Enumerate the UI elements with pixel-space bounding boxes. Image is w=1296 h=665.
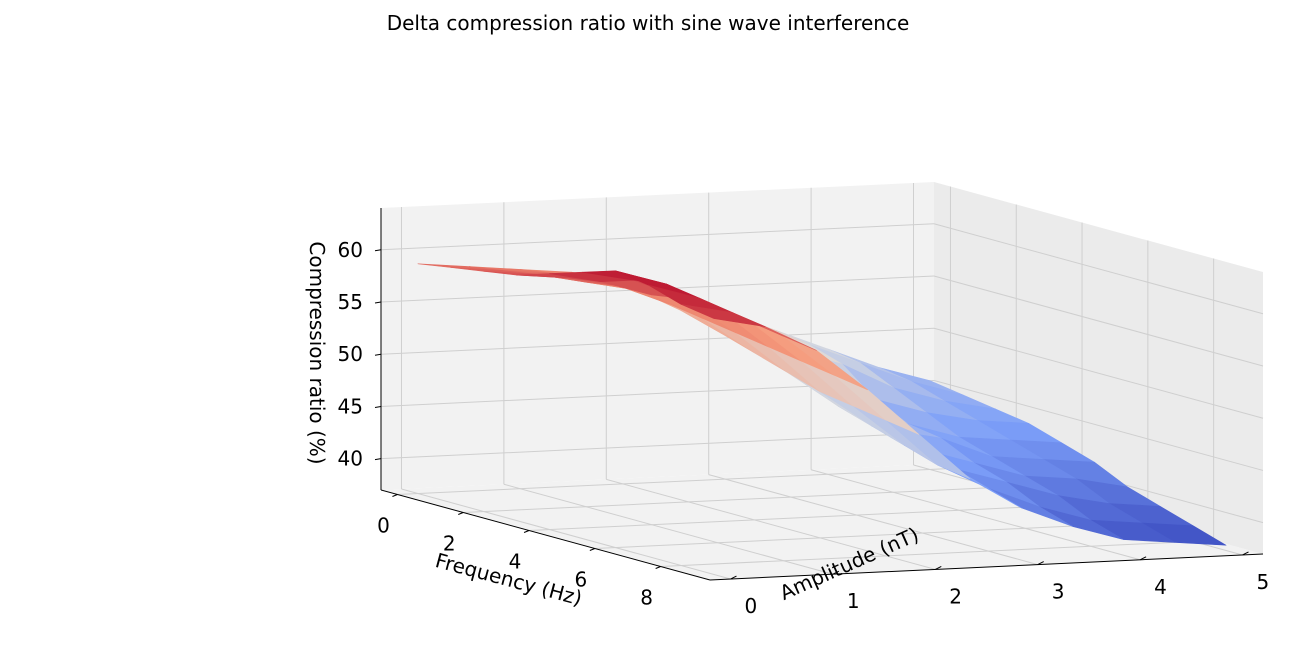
grid-line [503, 483, 834, 575]
z-tick-label: 50 [338, 342, 363, 366]
x-tick [458, 512, 464, 515]
axis-lines [380, 208, 1264, 581]
x-axis-line [380, 489, 711, 581]
x-tick-label: 8 [640, 586, 653, 610]
y-tick [730, 575, 737, 580]
surface-patch [680, 304, 766, 328]
surface-mesh [417, 263, 1227, 546]
grid-line [594, 522, 1148, 549]
x-tick-label: 4 [509, 550, 522, 574]
y-tick-label: 5 [1257, 570, 1270, 594]
y-tick [1242, 551, 1249, 556]
x-tick-label: 0 [377, 514, 390, 538]
grid-line [380, 327, 935, 355]
z-tick-label: 40 [338, 447, 363, 471]
y-tick-label: 0 [744, 594, 757, 618]
grid-line [380, 432, 935, 460]
x-tick [523, 530, 530, 533]
grid-line [401, 488, 731, 580]
y-tick-label: 4 [1154, 575, 1167, 599]
y-tick [935, 565, 942, 570]
chart-title: Delta compression ratio with sine wave i… [386, 11, 910, 35]
z-tick [374, 301, 382, 304]
grid-line [810, 469, 1141, 561]
y-tick [1037, 561, 1044, 566]
grid-line [380, 223, 935, 251]
y-tick [832, 570, 840, 575]
x-tick-label: 6 [574, 568, 587, 592]
grid-line [708, 474, 1038, 566]
x-tick [392, 494, 398, 497]
z-tick-label: 60 [338, 238, 363, 262]
y-tick-label: 1 [847, 589, 860, 613]
z-tick [374, 249, 382, 252]
z-tick-label: 55 [338, 290, 363, 314]
grid-line [660, 540, 1214, 567]
z-axis-label: Compression ratio (%) [305, 241, 329, 464]
grid-line [933, 327, 1264, 419]
y-tick-label: 3 [1052, 580, 1065, 604]
z-tick-label: 45 [338, 394, 363, 418]
grid-line [933, 223, 1264, 315]
z-tick [374, 458, 382, 461]
y-tick-label: 2 [949, 584, 962, 608]
x-tick-label: 2 [443, 532, 456, 556]
grid-line [606, 478, 936, 570]
x-tick [589, 548, 596, 551]
z-tick [374, 353, 382, 356]
floor-pane [381, 464, 1263, 580]
grid-line [933, 379, 1264, 471]
x-tick [655, 566, 661, 569]
y-tick [1139, 556, 1147, 561]
grid-line [529, 504, 1083, 531]
z-tick [374, 405, 382, 408]
y-axis-line [709, 553, 1264, 581]
left-wall-pane [381, 182, 934, 490]
grid-line [397, 468, 951, 495]
grid-line [933, 275, 1264, 367]
grid-line [463, 486, 1017, 513]
